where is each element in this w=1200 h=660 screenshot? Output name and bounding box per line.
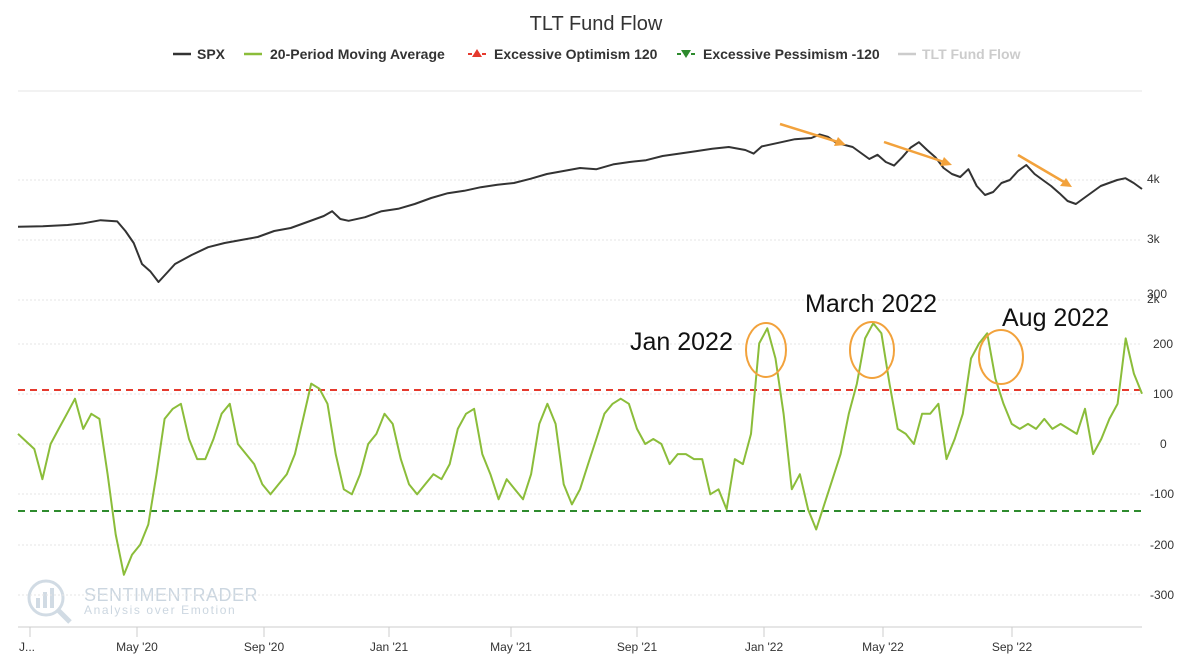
x-tick-label: Jan '22 [745,640,784,654]
legend-label: SPX [197,46,226,62]
legend-label: Excessive Optimism 120 [494,46,658,62]
legend[interactable]: SPX 20-Period Moving Average Excessive O… [173,46,1021,62]
peak-circles [745,321,1024,385]
spx-tick-3k: 3k [1147,232,1161,246]
flow-tick-200: 200 [1153,337,1173,351]
x-tick-label: May '20 [116,640,158,654]
flow-tick-neg100: -100 [1150,487,1174,501]
flow-tick-100: 100 [1153,387,1173,401]
legend-item-optimism[interactable]: Excessive Optimism 120 [468,46,658,62]
arrow-down-right-icon [883,140,952,166]
sentimentrader-watermark: SENTIMENTRADER Analysis over Emotion [27,579,258,624]
x-tick-label: May '22 [862,640,904,654]
gridlines [18,90,1142,596]
arrow-down-right-icon [779,122,846,146]
legend-item-moving-average[interactable]: 20-Period Moving Average [244,46,445,62]
spx-tick-4k: 4k [1147,172,1161,186]
spx-series-line [17,133,1143,283]
magnifier-logo-icon [27,579,72,624]
annotation-aug-2022: Aug 2022 [1002,304,1109,332]
peak-circle-jan-2022 [745,322,787,378]
triangle-down-icon [681,50,691,58]
annotation-jan-2022: Jan 2022 [630,328,733,356]
y-axis-right: 4k 3k 300 2k 200 100 0 -100 -200 -300 [1147,172,1174,602]
legend-item-pessimism[interactable]: Excessive Pessimism -120 [677,46,880,62]
flow-tick-neg300: -300 [1150,588,1174,602]
legend-label: TLT Fund Flow [922,46,1021,62]
flow-tick-0: 0 [1160,437,1167,451]
peak-circle-aug-2022 [978,329,1024,385]
triangle-up-icon [472,49,482,57]
spx-tick-2k: 2k [1147,292,1161,306]
arrow-down-right-icon [1017,153,1072,187]
watermark-tagline: Analysis over Emotion [84,603,236,617]
x-tick-label: Sep '21 [617,640,658,654]
x-tick-label: Sep '22 [992,640,1033,654]
flow-tick-neg200: -200 [1150,538,1174,552]
peak-circle-march-2022 [849,321,895,379]
x-tick-label: May '21 [490,640,532,654]
x-axis: J... May '20 Sep '20 Jan '21 May '21 Sep… [18,626,1142,654]
legend-item-spx[interactable]: SPX [173,46,226,62]
x-tick-label: Jan '21 [370,640,409,654]
trend-arrows [779,122,1072,187]
legend-label: Excessive Pessimism -120 [703,46,880,62]
x-tick-label: Sep '20 [244,640,285,654]
moving-average-series-line [17,322,1143,576]
chart-title: TLT Fund Flow [530,13,663,35]
legend-item-tlt-fund-flow[interactable]: TLT Fund Flow [898,46,1021,62]
x-tick-label: J... [19,640,35,654]
flow-tick-300: 300 [1147,287,1167,301]
annotation-march-2022: March 2022 [805,290,937,318]
legend-label: 20-Period Moving Average [270,46,445,62]
